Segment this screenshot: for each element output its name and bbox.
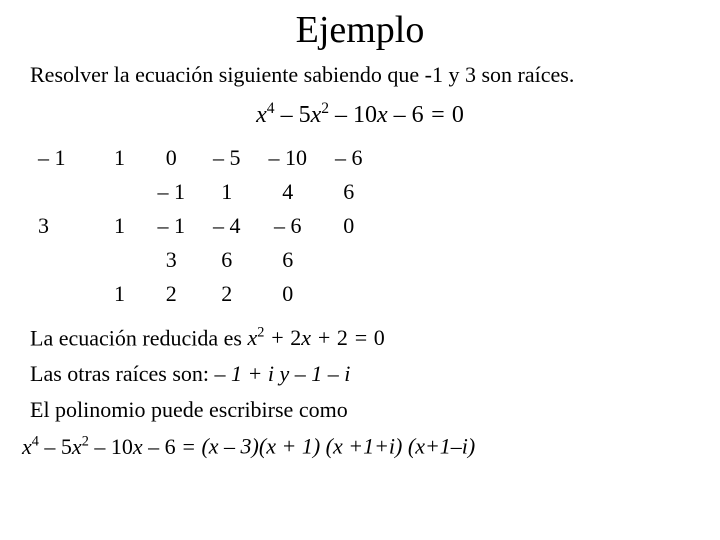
factor-intro: El polinomio puede escribirse como (30, 397, 690, 423)
problem-statement: Resolver la ecuación siguiente sabiendo … (30, 62, 690, 88)
divisor-1: – 1 (38, 141, 96, 175)
reduced-equation: x2 + 2x + 2 = 0 (247, 325, 384, 350)
reduced-prefix: La ecuación reducida es (30, 325, 247, 350)
roots-prefix: Las otras raíces son: (30, 361, 215, 386)
r4c2: 3 (144, 243, 200, 277)
factor-rhs: (x – 3)(x + 1) (x +1+i) (x+1–i) (201, 434, 475, 459)
reduced-equation-line: La ecuación reducida es x2 + 2x + 2 = 0 (30, 325, 690, 351)
r3c3: – 4 (199, 209, 255, 243)
r5c3: 2 (199, 277, 255, 311)
r1c2: 0 (144, 141, 200, 175)
r3c5: 0 (321, 209, 377, 243)
r2c2: – 1 (144, 175, 200, 209)
r1c3: – 5 (199, 141, 255, 175)
factorization-line: x4 – 5x2 – 10x – 6 = (x – 3)(x + 1) (x +… (22, 433, 690, 459)
r5c2: 2 (144, 277, 200, 311)
page-title: Ejemplo (30, 8, 690, 52)
r5c1: 1 (96, 277, 144, 311)
r1c5: – 6 (321, 141, 377, 175)
r4c3: 6 (199, 243, 255, 277)
divisor-2: 3 (38, 209, 96, 243)
r5c5 (321, 277, 377, 311)
r1c1: 1 (96, 141, 144, 175)
r4c4: 6 (255, 243, 322, 277)
r4c1 (96, 243, 144, 277)
r2c3: 1 (199, 175, 255, 209)
factor-lhs: x4 – 5x2 – 10x – 6 = (22, 434, 201, 459)
other-roots-line: Las otras raíces son: – 1 + i y – 1 – i (30, 361, 690, 387)
r2c4: 4 (255, 175, 322, 209)
r4c5 (321, 243, 377, 277)
r5c4: 0 (255, 277, 322, 311)
ruffini-table: – 1 1 0 – 5 – 10 – 6 – 1 1 4 6 3 1 – 1 –… (38, 141, 690, 311)
r2c1 (96, 175, 144, 209)
r2c5: 6 (321, 175, 377, 209)
roots-body: – 1 + i y – 1 – i (215, 361, 351, 386)
main-equation: x4 – 5x2 – 10x – 6 = 0 (30, 100, 690, 129)
r3c4: – 6 (255, 209, 322, 243)
r1c4: – 10 (255, 141, 322, 175)
r3c2: – 1 (144, 209, 200, 243)
r3c1: 1 (96, 209, 144, 243)
